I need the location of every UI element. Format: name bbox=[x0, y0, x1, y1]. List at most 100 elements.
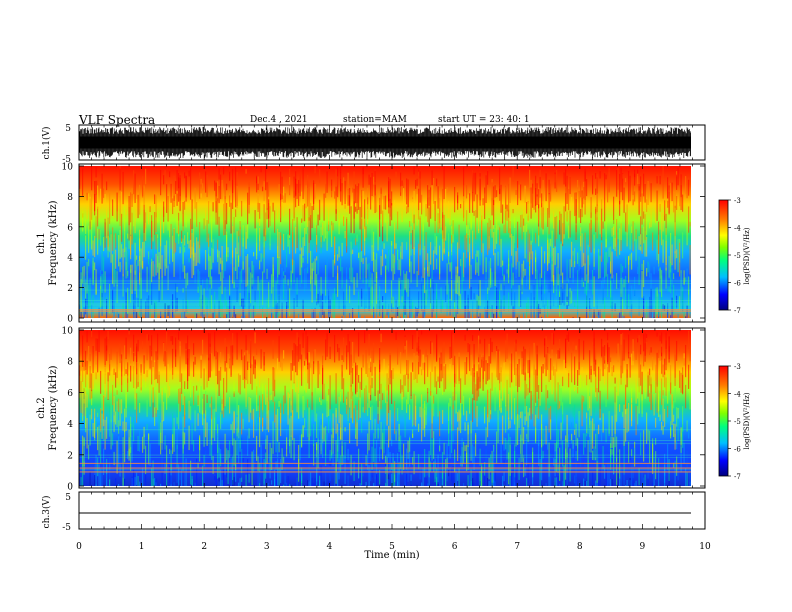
spectrogram-streak bbox=[193, 343, 195, 355]
spectrogram-streak bbox=[632, 339, 634, 361]
spectrogram-streak bbox=[299, 221, 301, 251]
spectrogram-streak bbox=[107, 330, 109, 340]
spectrogram-streak bbox=[605, 399, 607, 407]
spectrogram-streak bbox=[493, 232, 495, 256]
spectrogram-streak bbox=[509, 363, 511, 388]
spectrogram-streak bbox=[412, 199, 414, 223]
spectrogram-streak bbox=[505, 405, 507, 433]
spectrogram-streak bbox=[467, 225, 469, 236]
spectrogram-streak bbox=[503, 295, 505, 307]
spectrogram-streak bbox=[562, 481, 564, 486]
spectrogram-streak bbox=[335, 275, 337, 294]
spectrogram-streak bbox=[182, 438, 184, 472]
spectrogram-streak bbox=[385, 254, 387, 259]
spectrogram-streak bbox=[367, 403, 369, 416]
spectrogram-streak bbox=[305, 185, 307, 209]
spectrogram-streak bbox=[386, 220, 388, 242]
spectrogram-streak bbox=[488, 462, 490, 467]
spectrogram-streak bbox=[166, 390, 168, 410]
spectrogram-streak bbox=[326, 371, 328, 384]
spectrogram-streak bbox=[589, 396, 591, 409]
spectrogram-streak bbox=[305, 385, 307, 393]
spectrogram-streak bbox=[554, 216, 556, 248]
spectrogram-streak bbox=[590, 197, 592, 218]
spectrogram-streak bbox=[115, 411, 117, 425]
spectrogram-streak bbox=[362, 354, 364, 368]
spectrogram-streak bbox=[643, 485, 645, 486]
spectrogram-streak bbox=[461, 236, 463, 267]
spectrogram-streak bbox=[640, 216, 642, 235]
spectrogram-streak bbox=[569, 178, 571, 190]
spectrogram-streak bbox=[607, 179, 609, 203]
spectrogram-streak bbox=[604, 197, 606, 222]
spectrogram-streak bbox=[517, 364, 519, 393]
spectrogram-streak bbox=[596, 198, 598, 221]
spectrogram-streak bbox=[176, 193, 178, 206]
spectrogram-streak bbox=[274, 367, 276, 389]
spectrogram-streak bbox=[526, 302, 528, 318]
spectrogram-streak bbox=[94, 408, 96, 438]
spectrogram-streak bbox=[413, 190, 415, 203]
spectrogram-streak bbox=[268, 181, 270, 197]
spectrogram-streak bbox=[230, 345, 232, 377]
spectrogram-streak bbox=[623, 473, 625, 486]
spectrogram-streak bbox=[598, 366, 600, 393]
spectrogram-streak bbox=[139, 429, 141, 452]
spectrogram-streak bbox=[445, 188, 447, 215]
spectrogram-streak bbox=[350, 341, 352, 363]
spectrogram-streak bbox=[565, 369, 567, 379]
spectrogram-streak bbox=[158, 371, 160, 385]
spectrogram-streak bbox=[646, 219, 648, 235]
spectrogram-streak bbox=[230, 424, 232, 431]
spectrogram-streak bbox=[166, 351, 168, 383]
spectrogram-streak bbox=[346, 345, 348, 370]
spectrogram-streak bbox=[113, 415, 115, 432]
spectrogram-streak bbox=[91, 229, 93, 245]
spectrogram-streak bbox=[175, 180, 177, 194]
spectrogram-streak bbox=[460, 399, 462, 434]
spectrogram-streak bbox=[601, 422, 603, 442]
spectrogram-streak bbox=[248, 354, 250, 367]
spectrogram-streak bbox=[305, 331, 307, 360]
spectrogram-streak bbox=[101, 469, 103, 486]
spectrogram-streak bbox=[254, 210, 256, 229]
spectrogram-streak bbox=[247, 459, 249, 480]
spectrogram-streak bbox=[371, 446, 373, 470]
spectrogram-streak bbox=[116, 265, 118, 271]
spectrogram-streak bbox=[617, 232, 619, 240]
spectrogram-streak bbox=[119, 399, 121, 426]
spectrogram-streak bbox=[131, 188, 133, 195]
spectrogram-streak bbox=[311, 268, 313, 303]
spectrogram-streak bbox=[623, 187, 625, 213]
spectrogram-streak bbox=[271, 274, 273, 294]
spectrogram-streak bbox=[182, 298, 184, 318]
spectrogram-streak bbox=[638, 188, 640, 214]
spectrogram-streak bbox=[325, 434, 327, 466]
spectrogram-streak bbox=[286, 302, 288, 318]
spectrogram-streak bbox=[647, 261, 649, 273]
spectrogram-streak bbox=[278, 336, 280, 362]
spectrogram-streak bbox=[323, 193, 325, 221]
spectrogram-streak bbox=[283, 195, 285, 203]
spectrogram-streak bbox=[250, 397, 252, 413]
spectrogram-streak bbox=[460, 455, 462, 467]
spectrogram-streak bbox=[473, 343, 475, 377]
spectrogram-streak bbox=[172, 235, 174, 262]
spectrogram-streak bbox=[332, 259, 334, 278]
spectrogram-streak bbox=[518, 285, 520, 307]
spectrogram-streak bbox=[251, 274, 253, 287]
spectrogram-streak bbox=[686, 177, 688, 199]
spectrogram-streak bbox=[416, 194, 418, 226]
spectrogram-streak bbox=[235, 209, 237, 217]
spectrogram-streak bbox=[323, 310, 325, 318]
spectrogram-streak bbox=[461, 437, 463, 466]
frequency-tick-label: 10 bbox=[62, 163, 74, 173]
spectrogram-streak bbox=[220, 351, 222, 363]
spectrogram-streak bbox=[289, 484, 291, 486]
spectrogram-streak bbox=[227, 461, 229, 484]
spectrogram-streak bbox=[505, 340, 507, 362]
spectrogram-streak bbox=[673, 401, 675, 409]
spectrogram-streak bbox=[164, 258, 166, 267]
spectrogram-streak bbox=[178, 220, 180, 235]
spectrogram-streak bbox=[104, 276, 106, 285]
